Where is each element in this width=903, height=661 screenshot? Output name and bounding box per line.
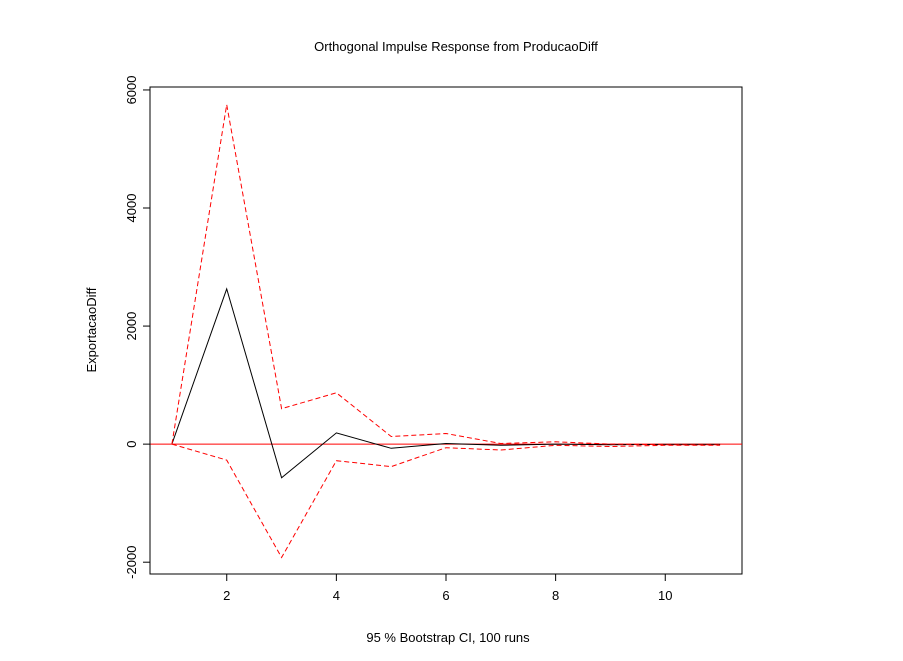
x-tick-label: 6 bbox=[442, 588, 449, 603]
y-tick-label: -2000 bbox=[124, 546, 139, 579]
y-tick-label: 4000 bbox=[124, 194, 139, 223]
y-tick-label: 0 bbox=[124, 441, 139, 448]
series-line-lower-ci bbox=[171, 443, 721, 559]
chart-title: Orthogonal Impulse Response from Produca… bbox=[314, 39, 598, 54]
y-axis: -2000 0 2000 4000 6000 bbox=[124, 75, 151, 579]
x-tick-label: 4 bbox=[333, 588, 340, 603]
y-tick-label: 2000 bbox=[124, 312, 139, 341]
x-tick-label: 2 bbox=[223, 588, 230, 603]
x-axis-label: 95 % Bootstrap CI, 100 runs bbox=[366, 630, 530, 645]
x-axis: 2 4 6 8 10 bbox=[223, 573, 672, 603]
x-tick-label: 8 bbox=[552, 588, 559, 603]
series-line-response bbox=[171, 287, 721, 479]
y-axis-label: ExportacaoDiff bbox=[84, 287, 99, 372]
x-tick-label: 10 bbox=[658, 588, 672, 603]
series-line-upper-ci bbox=[171, 104, 721, 446]
y-tick-label: 6000 bbox=[124, 75, 139, 104]
